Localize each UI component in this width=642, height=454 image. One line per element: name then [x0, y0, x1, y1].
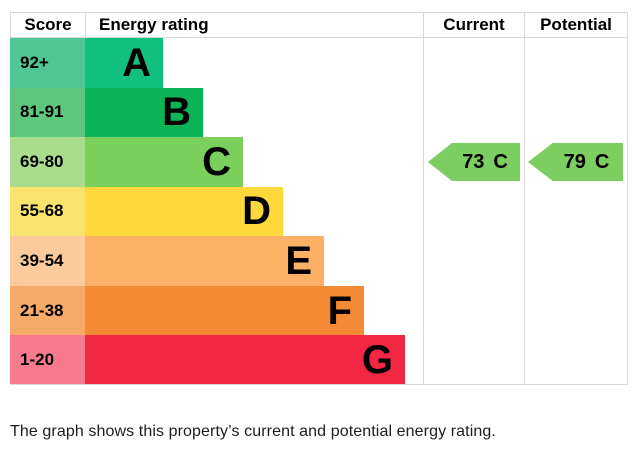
potential-rating-score: 79 [563, 150, 586, 173]
band-row-d: 55-68 D [10, 186, 628, 237]
band-bar-e: E [85, 236, 324, 286]
potential-rating-arrow: 79 C [528, 143, 623, 181]
band-row-f: 21-38 F [10, 285, 628, 336]
band-letter-b: B [162, 90, 191, 135]
band-bar-f: F [85, 285, 364, 336]
score-range-e: 39-54 [10, 236, 85, 286]
score-range-a: 92+ [10, 38, 85, 88]
potential-column-divider [524, 38, 525, 384]
band-letter-g: G [361, 338, 393, 383]
score-column-header: Score [10, 12, 85, 38]
band-bar-a: A [85, 38, 163, 88]
score-range-d: 55-68 [10, 186, 85, 237]
current-rating-score: 73 [462, 150, 485, 173]
potential-column-header: Potential [524, 12, 628, 38]
band-letter-e: E [285, 239, 312, 284]
score-range-f: 21-38 [10, 285, 85, 336]
band-letter-f: F [327, 288, 352, 333]
band-bar-d: D [85, 186, 283, 237]
band-row-b: 81-91 B [10, 87, 628, 138]
current-column-header: Current [423, 12, 524, 38]
band-row-a: 92+ A [10, 38, 628, 88]
band-bar-b: B [85, 87, 203, 138]
chart-caption: The graph shows this property’s current … [10, 423, 496, 440]
band-letter-d: D [242, 189, 271, 234]
current-rating-band: C [493, 150, 508, 173]
potential-rating-band: C [594, 150, 610, 173]
band-row-e: 39-54 E [10, 236, 628, 286]
epc-rating-chart: Score Energy rating Current Potential 92… [10, 12, 628, 385]
table-bottom-border [10, 384, 628, 385]
chart-header-row: Score Energy rating Current Potential [10, 12, 628, 38]
band-bar-g: G [85, 335, 405, 385]
band-row-g: 1-20 G [10, 335, 628, 385]
chart-body: 92+ A 81-91 B 69-80 C 55-68 D 39-54 [10, 38, 628, 385]
band-letter-c: C [202, 139, 231, 184]
current-column-divider [423, 38, 424, 384]
band-letter-a: A [122, 40, 151, 85]
current-rating-arrow: 73 C [428, 143, 520, 181]
table-right-border [627, 38, 628, 384]
score-range-c: 69-80 [10, 137, 85, 187]
band-bar-c: C [85, 137, 243, 187]
score-range-b: 81-91 [10, 87, 85, 138]
band-row-c: 69-80 C [10, 137, 628, 187]
energy-rating-column-header: Energy rating [85, 12, 423, 38]
score-range-g: 1-20 [10, 335, 85, 385]
